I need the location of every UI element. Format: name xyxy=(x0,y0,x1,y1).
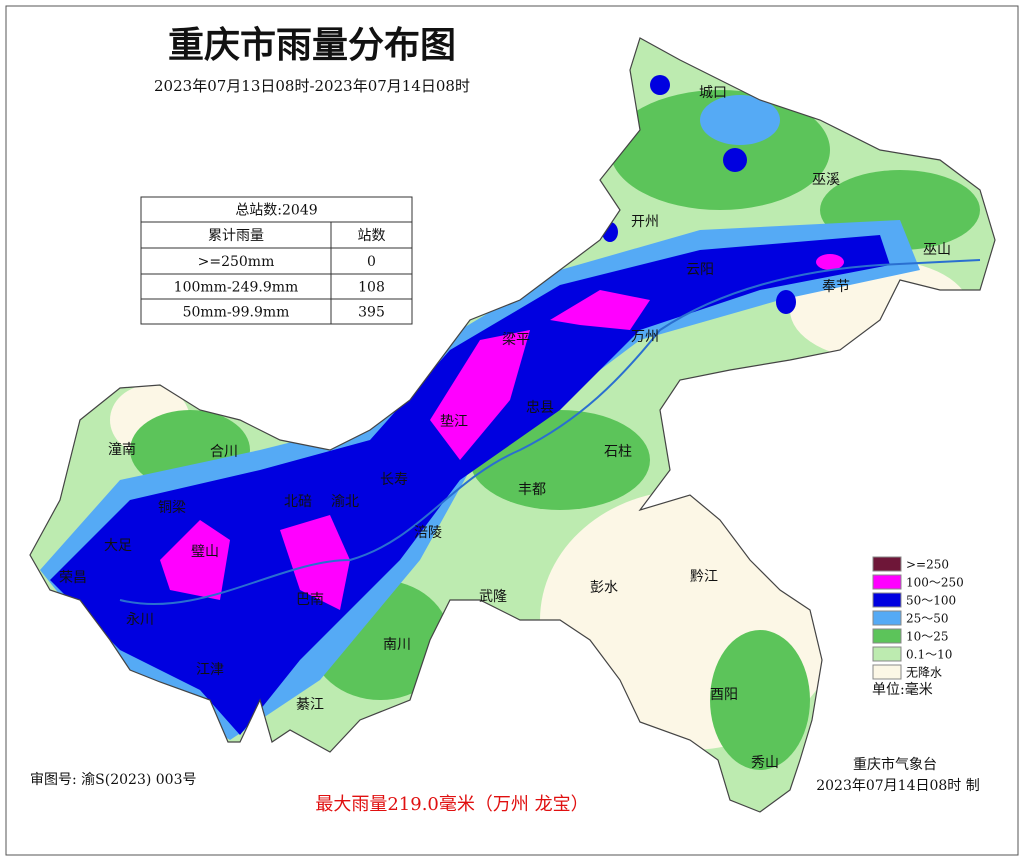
approval: 审图号: 渝S(2023) 003号 xyxy=(30,772,196,788)
place-label: 永川 xyxy=(126,612,154,628)
place-label: 武隆 xyxy=(479,589,507,605)
legend-swatch xyxy=(872,610,902,626)
title: 重庆市雨量分布图 xyxy=(168,24,456,66)
issued: 2023年07月14日08时 制 xyxy=(816,778,980,794)
place-label: 荣昌 xyxy=(59,570,87,586)
table-cell: >=250mm xyxy=(198,254,275,270)
place-label: 秀山 xyxy=(751,755,779,771)
legend-swatch xyxy=(872,592,902,608)
legend-label: 0.1～10 xyxy=(906,648,952,662)
legend-swatch xyxy=(872,628,902,644)
place-label: 万州 xyxy=(631,329,659,345)
legend-swatch xyxy=(872,646,902,662)
place-label: 江津 xyxy=(196,662,224,678)
place-label: 酉阳 xyxy=(710,687,738,703)
place-label: 黔江 xyxy=(690,569,718,585)
legend: >=250 100～250 50～100 25～50 10～25 0.1～10 无降水 xyxy=(872,556,964,680)
legend-label: 10～25 xyxy=(906,630,949,644)
place-label: 垫江 xyxy=(440,414,468,430)
place-label: 彭水 xyxy=(590,580,618,596)
table-title: 总站数:2049 xyxy=(235,203,317,219)
issuer: 重庆市气象台 xyxy=(853,756,937,773)
place-label: 綦江 xyxy=(296,697,324,713)
table-header: 站数 xyxy=(358,228,386,244)
place-label: 忠县 xyxy=(526,400,554,416)
place-label: 南川 xyxy=(383,637,411,653)
table-cell: 395 xyxy=(358,305,385,321)
legend-swatch xyxy=(872,574,902,590)
table-cell: 108 xyxy=(358,280,385,296)
place-label: 北碚 xyxy=(284,494,312,510)
place-label: 开州 xyxy=(631,214,659,230)
table-cell: 100mm-249.9mm xyxy=(174,280,299,296)
place-label: 巫山 xyxy=(923,242,951,258)
place-label: 巫溪 xyxy=(812,172,840,188)
place-label: 潼南 xyxy=(108,441,136,458)
place-label: 丰都 xyxy=(518,482,546,498)
period: 2023年07月13日08时-2023年07月14日08时 xyxy=(154,77,470,95)
place-label: 铜梁 xyxy=(158,500,186,516)
river xyxy=(119,259,981,606)
max-rain: 最大雨量219.0毫米（万州 龙宝） xyxy=(315,794,588,815)
place-label: 梁平 xyxy=(502,332,530,348)
place-label: 璧山 xyxy=(191,543,219,560)
place-label: 大足 xyxy=(104,538,132,554)
place-label: 涪陵 xyxy=(414,525,442,541)
table-cell: 0 xyxy=(367,254,376,270)
table-cell: 50mm-99.9mm xyxy=(183,305,290,321)
legend-label: 50～100 xyxy=(906,594,956,608)
legend-label: >=250 xyxy=(906,558,949,572)
legend-label: 无降水 xyxy=(906,666,942,680)
station-table: 总站数:2049 累计雨量 站数 >=250mm 0 100mm-249.9mm 108 50… xyxy=(140,196,413,325)
place-label: 奉节 xyxy=(822,279,850,295)
legend-swatch xyxy=(872,664,902,680)
place-label: 长寿 xyxy=(380,471,408,488)
place-label: 巴南 xyxy=(296,592,324,608)
place-label: 合川 xyxy=(210,444,238,460)
table-frame xyxy=(140,196,413,325)
legend-swatch xyxy=(872,556,902,572)
place-label: 石柱 xyxy=(604,444,632,460)
unit: 单位:毫米 xyxy=(872,681,933,698)
legend-label: 25～50 xyxy=(906,612,949,626)
table-header: 累计雨量 xyxy=(208,228,264,244)
place-label: 城口 xyxy=(699,85,727,101)
place-label: 渝北 xyxy=(331,494,359,510)
legend-label: 100～250 xyxy=(906,576,964,590)
place-label: 云阳 xyxy=(686,262,714,278)
